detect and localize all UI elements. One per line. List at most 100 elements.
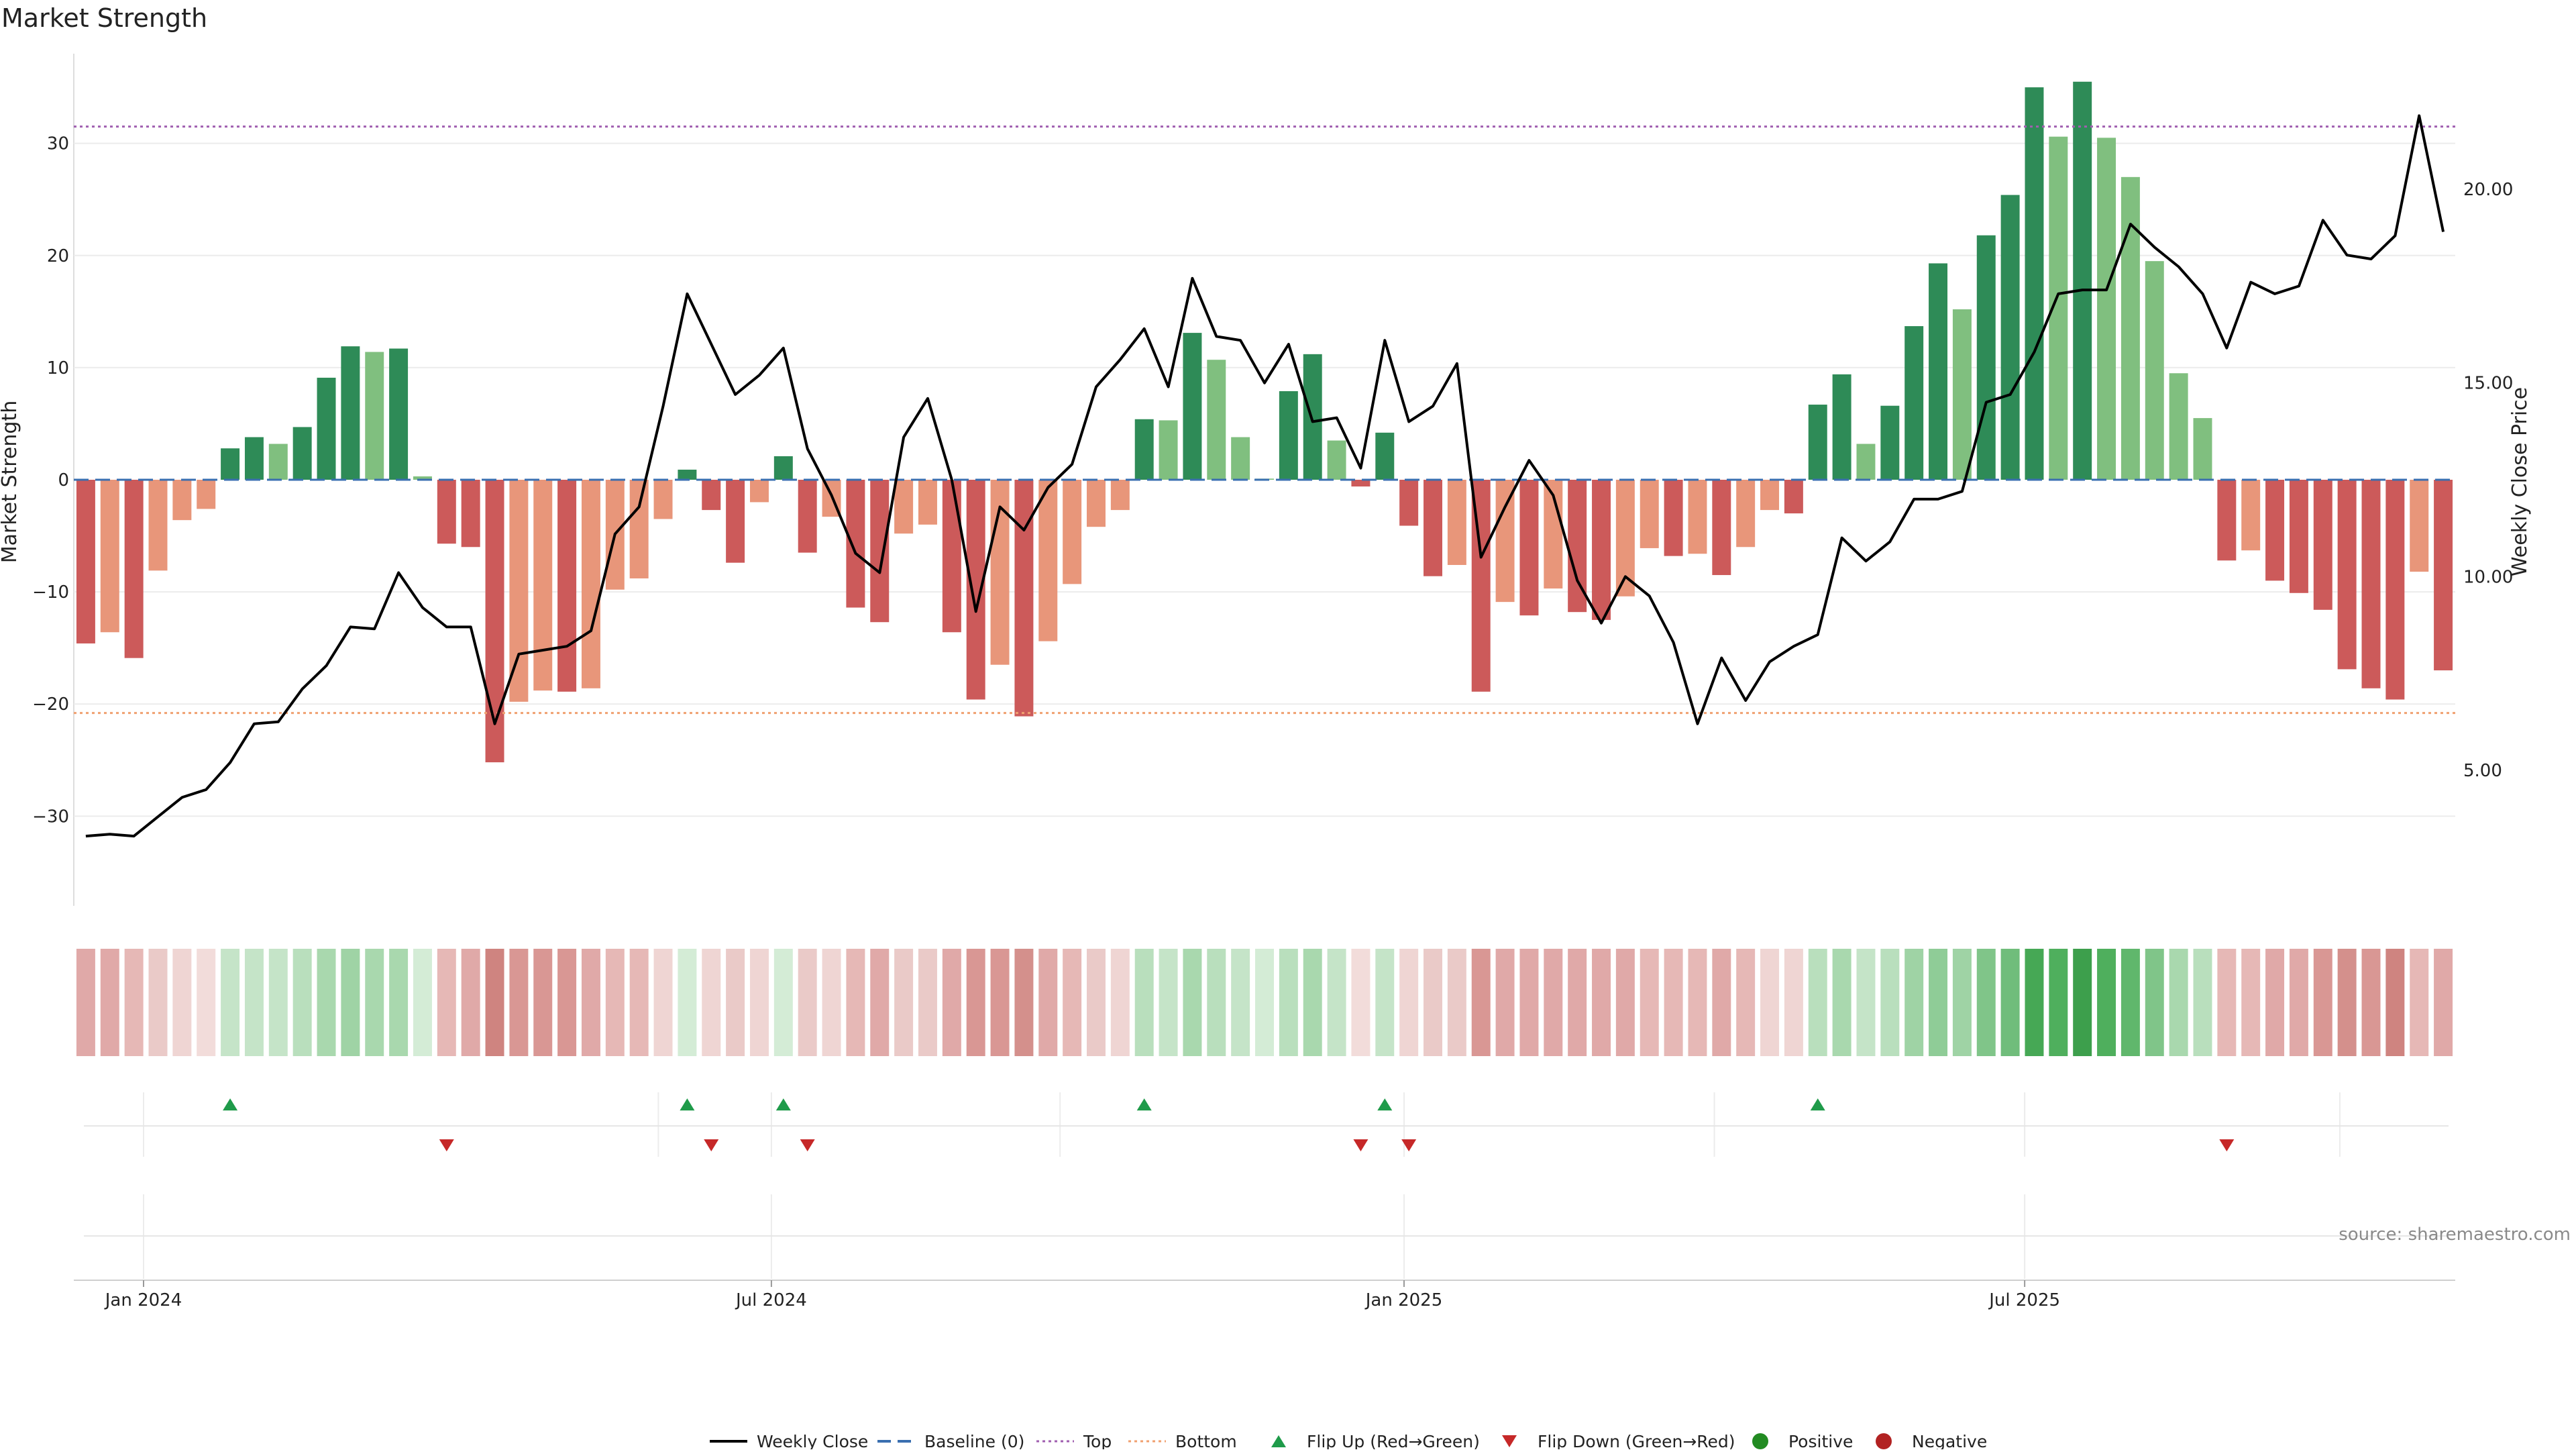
strength-bar — [1063, 480, 1081, 584]
strip-cell — [2097, 949, 2116, 1056]
strip-cell — [101, 949, 119, 1056]
strip-cell — [1953, 949, 1972, 1056]
strength-bar — [1135, 419, 1154, 480]
strip-cell — [630, 949, 649, 1056]
strip-cell — [1303, 949, 1322, 1056]
strength-bar — [1014, 480, 1033, 717]
flip-up-marker — [1811, 1098, 1825, 1110]
legend-item-negative: Negative — [1876, 1432, 1987, 1449]
legend-item-baseline: Baseline (0) — [877, 1432, 1024, 1449]
y2-tick-label: 15.00 — [2463, 374, 2513, 394]
strength-bar — [702, 480, 720, 510]
strip-cell — [870, 949, 889, 1056]
strip-cell — [1375, 949, 1394, 1056]
y2-axis-ticks: 20.0015.0010.005.00 — [2463, 180, 2513, 781]
strip-cell — [1519, 949, 1538, 1056]
strip-cell — [197, 949, 215, 1056]
strength-bar — [2434, 480, 2453, 670]
strength-bar — [1183, 333, 1201, 480]
strength-bar — [1424, 480, 1442, 576]
strip-cell — [1977, 949, 1996, 1056]
strength-bar — [1399, 480, 1418, 526]
strength-bar — [557, 480, 576, 692]
strength-bar — [1448, 480, 1466, 565]
strength-bar — [1303, 354, 1322, 480]
strength-bar — [2217, 480, 2236, 560]
strength-bar — [870, 480, 889, 622]
strength-bar — [1880, 406, 1899, 480]
x-tick-label: Jul 2025 — [1988, 1290, 2060, 1310]
strip-cell — [1472, 949, 1491, 1056]
flip-down-marker — [2219, 1139, 2234, 1151]
strip-cell — [1592, 949, 1611, 1056]
strip-cell — [149, 949, 168, 1056]
strength-bar — [2145, 261, 2164, 480]
y-axis-ticks: 3020100−10−20−30 — [32, 134, 69, 827]
strip-cell — [2290, 949, 2308, 1056]
y-tick-label: 30 — [47, 134, 69, 154]
strength-bar — [1519, 480, 1538, 615]
strip-cell — [2169, 949, 2188, 1056]
strength-bar — [2314, 480, 2332, 610]
strength-bar — [726, 480, 745, 563]
flip-down-marker — [800, 1139, 815, 1151]
strip-cell — [76, 949, 95, 1056]
strip-cell — [1640, 949, 1659, 1056]
strip-cell — [1063, 949, 1081, 1056]
strength-bar — [1977, 236, 1996, 480]
strength-bar — [533, 480, 552, 690]
flip-up-marker — [1377, 1098, 1392, 1110]
legend-swatch — [1876, 1433, 1892, 1449]
strip-cell — [894, 949, 913, 1056]
empty-signal-panel — [74, 1194, 2455, 1280]
legend-item-flip-up: Flip Up (Red→Green) — [1271, 1432, 1480, 1449]
strip-cell — [2241, 949, 2260, 1056]
strength-bar — [437, 480, 456, 543]
legend-swatch — [1502, 1435, 1517, 1447]
flip-down-marker — [439, 1139, 454, 1151]
strip-cell — [2338, 949, 2357, 1056]
strip-cell — [943, 949, 961, 1056]
strip-cell — [1038, 949, 1057, 1056]
strip-cell — [798, 949, 817, 1056]
strength-bar — [1038, 480, 1057, 641]
legend: Weekly CloseBaseline (0)TopBottomFlip Up… — [710, 1432, 1987, 1449]
strip-cell — [2362, 949, 2381, 1056]
strip-cell — [726, 949, 745, 1056]
strip-cell — [2049, 949, 2068, 1056]
strength-bar — [76, 480, 95, 643]
strip-cell — [125, 949, 144, 1056]
strip-cell — [1135, 949, 1154, 1056]
strip-cell — [317, 949, 336, 1056]
strength-bar — [2265, 480, 2284, 580]
strength-bar — [317, 378, 336, 480]
strip-cell — [1255, 949, 1274, 1056]
strip-cell — [1424, 949, 1442, 1056]
strip-cell — [1904, 949, 1923, 1056]
strength-bar — [630, 480, 649, 578]
strip-cell — [678, 949, 696, 1056]
strength-bar — [750, 480, 769, 502]
legend-label: Flip Down (Green→Red) — [1538, 1432, 1735, 1449]
strip-cell — [1929, 949, 1947, 1056]
strip-cell — [1496, 949, 1515, 1056]
flip-up-marker — [1137, 1098, 1152, 1110]
strip-cell — [462, 949, 480, 1056]
strength-bar — [197, 480, 215, 509]
y2-tick-label: 20.00 — [2463, 180, 2513, 200]
y-axis-label: Market Strength — [0, 401, 21, 563]
strip-cell — [2194, 949, 2212, 1056]
strip-cell — [2121, 949, 2140, 1056]
strip-cell — [1279, 949, 1298, 1056]
strength-bar — [2073, 82, 2092, 480]
strip-cell — [991, 949, 1010, 1056]
strip-cell — [1544, 949, 1562, 1056]
flip-signal-panel — [84, 1092, 2449, 1157]
legend-label: Top — [1083, 1432, 1112, 1449]
strength-bar — [2338, 480, 2357, 669]
strip-cell — [918, 949, 937, 1056]
strip-cell — [1833, 949, 1851, 1056]
strength-bar — [1351, 480, 1370, 486]
strip-cell — [1568, 949, 1587, 1056]
strip-cell — [557, 949, 576, 1056]
